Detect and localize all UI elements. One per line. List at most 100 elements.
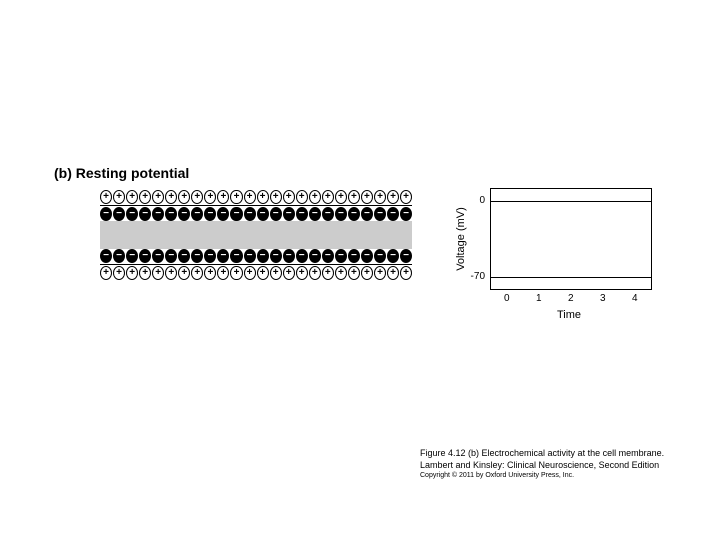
minus-icon: − bbox=[139, 249, 151, 263]
minus-icon: − bbox=[283, 207, 295, 221]
minus-icon: − bbox=[257, 249, 269, 263]
minus-icon: − bbox=[152, 249, 164, 263]
minus-icon: − bbox=[244, 207, 256, 221]
plus-icon: + bbox=[165, 266, 177, 280]
minus-icon: − bbox=[204, 207, 216, 221]
minus-icon: − bbox=[100, 207, 112, 221]
plus-icon: + bbox=[387, 266, 399, 280]
minus-icon: − bbox=[335, 249, 347, 263]
plus-icon: + bbox=[230, 190, 242, 204]
plus-icon: + bbox=[100, 190, 112, 204]
x-axis-label: Time bbox=[557, 309, 581, 321]
plus-icon: + bbox=[217, 266, 229, 280]
plus-icon: + bbox=[113, 266, 125, 280]
plus-icon: + bbox=[322, 266, 334, 280]
minus-icon: − bbox=[178, 207, 190, 221]
minus-icon: − bbox=[204, 249, 216, 263]
plus-icon: + bbox=[126, 190, 138, 204]
minus-icon: − bbox=[217, 207, 229, 221]
minus-icon: − bbox=[270, 249, 282, 263]
negative-charge-row: −−−−−−−−−−−−−−−−−−−−−−−− bbox=[100, 249, 412, 263]
minus-icon: − bbox=[400, 207, 412, 221]
plus-icon: + bbox=[296, 190, 308, 204]
plus-icon: + bbox=[244, 266, 256, 280]
plus-icon: + bbox=[335, 266, 347, 280]
plus-icon: + bbox=[361, 266, 373, 280]
minus-icon: − bbox=[100, 249, 112, 263]
minus-icon: − bbox=[191, 207, 203, 221]
minus-icon: − bbox=[178, 249, 190, 263]
plus-icon: + bbox=[309, 266, 321, 280]
voltage-chart: 0-7001234Voltage (mV)Time bbox=[490, 188, 652, 290]
y-tick-label: 0 bbox=[479, 195, 485, 206]
minus-icon: − bbox=[126, 207, 138, 221]
minus-icon: − bbox=[217, 249, 229, 263]
minus-icon: − bbox=[309, 207, 321, 221]
plus-icon: + bbox=[100, 266, 112, 280]
minus-icon: − bbox=[361, 207, 373, 221]
minus-icon: − bbox=[400, 249, 412, 263]
plus-icon: + bbox=[230, 266, 242, 280]
plus-icon: + bbox=[335, 190, 347, 204]
minus-icon: − bbox=[387, 207, 399, 221]
plus-icon: + bbox=[152, 190, 164, 204]
minus-icon: − bbox=[230, 207, 242, 221]
minus-icon: − bbox=[335, 207, 347, 221]
plus-icon: + bbox=[139, 190, 151, 204]
minus-icon: − bbox=[165, 249, 177, 263]
x-tick-label: 0 bbox=[504, 293, 510, 304]
plus-icon: + bbox=[113, 190, 125, 204]
minus-icon: − bbox=[322, 207, 334, 221]
plus-icon: + bbox=[270, 190, 282, 204]
plus-icon: + bbox=[400, 266, 412, 280]
chart-gridline bbox=[491, 277, 651, 278]
negative-charge-row: −−−−−−−−−−−−−−−−−−−−−−−− bbox=[100, 207, 412, 221]
plus-icon: + bbox=[217, 190, 229, 204]
membrane-line bbox=[100, 264, 412, 265]
minus-icon: − bbox=[374, 207, 386, 221]
plus-icon: + bbox=[309, 190, 321, 204]
minus-icon: − bbox=[113, 249, 125, 263]
plus-icon: + bbox=[387, 190, 399, 204]
minus-icon: − bbox=[374, 249, 386, 263]
figure-caption: Figure 4.12 (b) Electrochemical activity… bbox=[420, 448, 664, 480]
minus-icon: − bbox=[152, 207, 164, 221]
x-tick-label: 3 bbox=[600, 293, 606, 304]
minus-icon: − bbox=[348, 249, 360, 263]
membrane-diagram: ++++++++++++++++++++++++−−−−−−−−−−−−−−−−… bbox=[100, 190, 412, 280]
plus-icon: + bbox=[348, 190, 360, 204]
minus-icon: − bbox=[139, 207, 151, 221]
minus-icon: − bbox=[126, 249, 138, 263]
plus-icon: + bbox=[257, 190, 269, 204]
minus-icon: − bbox=[230, 249, 242, 263]
cytoplasm-region bbox=[100, 221, 412, 249]
minus-icon: − bbox=[270, 207, 282, 221]
minus-icon: − bbox=[361, 249, 373, 263]
plus-icon: + bbox=[296, 266, 308, 280]
plus-icon: + bbox=[400, 190, 412, 204]
plus-icon: + bbox=[139, 266, 151, 280]
minus-icon: − bbox=[191, 249, 203, 263]
plus-icon: + bbox=[283, 266, 295, 280]
minus-icon: − bbox=[322, 249, 334, 263]
minus-icon: − bbox=[257, 207, 269, 221]
caption-line1: Figure 4.12 (b) Electrochemical activity… bbox=[420, 448, 664, 460]
plus-icon: + bbox=[165, 190, 177, 204]
positive-charge-row: ++++++++++++++++++++++++ bbox=[100, 266, 412, 280]
minus-icon: − bbox=[296, 207, 308, 221]
plus-icon: + bbox=[374, 190, 386, 204]
y-tick-label: -70 bbox=[471, 271, 485, 282]
plus-icon: + bbox=[361, 190, 373, 204]
minus-icon: − bbox=[165, 207, 177, 221]
plus-icon: + bbox=[244, 190, 256, 204]
plus-icon: + bbox=[348, 266, 360, 280]
plus-icon: + bbox=[191, 190, 203, 204]
plus-icon: + bbox=[204, 190, 216, 204]
minus-icon: − bbox=[296, 249, 308, 263]
plus-icon: + bbox=[191, 266, 203, 280]
x-tick-label: 2 bbox=[568, 293, 574, 304]
plus-icon: + bbox=[204, 266, 216, 280]
plus-icon: + bbox=[322, 190, 334, 204]
plus-icon: + bbox=[283, 190, 295, 204]
minus-icon: − bbox=[387, 249, 399, 263]
